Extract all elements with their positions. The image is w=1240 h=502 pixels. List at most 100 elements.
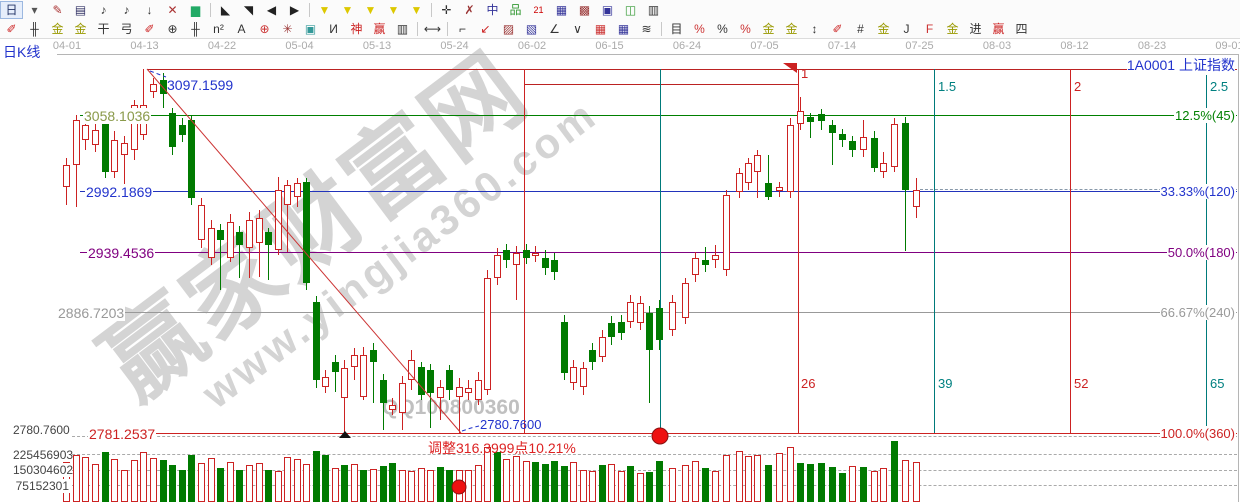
volume-tick-1: 225456903 — [12, 448, 74, 462]
grid-blue2-tool-icon[interactable]: ▦ — [617, 21, 630, 36]
yellow-marker-3-icon[interactable]: ▼ — [364, 2, 377, 17]
target-tool-icon[interactable]: ⊕ — [259, 21, 270, 36]
day21-tool-icon[interactable]: 21 — [533, 4, 544, 15]
next-icon-icon[interactable]: ▶ — [289, 2, 300, 17]
gold-circle-tool-icon[interactable]: 金 — [762, 21, 775, 36]
wave3-tool-icon[interactable]: ♪ — [100, 2, 107, 17]
gold-section-tool-icon[interactable]: 金 — [74, 21, 87, 36]
period-dropdown-arrow-icon[interactable]: ▾ — [31, 2, 38, 17]
candle-body — [227, 222, 234, 258]
date-axis-label: 04-22 — [207, 40, 237, 52]
spiral-tool-icon[interactable]: 弓 — [120, 21, 133, 36]
flag-back-icon-icon[interactable]: ◣ — [220, 2, 231, 17]
grid-red2-tool-icon[interactable]: ▦ — [594, 21, 607, 36]
ruler123-tool-icon[interactable]: ▥ — [396, 21, 409, 36]
yellow-marker-5-icon[interactable]: ▼ — [410, 2, 423, 17]
matrix-tool-icon[interactable]: ▣ — [304, 21, 317, 36]
yellow-marker-1-icon[interactable]: ▼ — [318, 2, 331, 17]
box-tool-icon[interactable]: ⌐ — [458, 21, 466, 36]
v-line-tool-icon[interactable]: ∨ — [573, 21, 582, 36]
period-selector-icon[interactable]: 日 — [0, 0, 23, 19]
list-icon-icon[interactable]: 目 — [670, 21, 683, 36]
brush2-tool-icon[interactable]: ✐ — [832, 21, 843, 36]
gann-ruler-tool-icon[interactable]: ╫ — [30, 21, 39, 36]
toolbar-separator — [447, 21, 448, 36]
crosshair-tool-icon[interactable]: ✛ — [441, 2, 452, 17]
date-axis-label: 09-01 — [1215, 40, 1240, 52]
delete-draw-tool-icon[interactable]: ✕ — [167, 2, 178, 17]
candle-body — [246, 220, 253, 248]
parallel-lines-tool-icon[interactable]: ≋ — [641, 21, 652, 36]
gann-circle-tool-icon[interactable]: ⊕ — [167, 21, 178, 36]
gann-hline — [147, 433, 1237, 434]
candle-body — [637, 303, 644, 323]
ruler2-tool-icon[interactable]: ╫ — [191, 21, 200, 36]
erase-tool-icon[interactable]: ✗ — [464, 2, 475, 17]
k-pattern-tool-icon[interactable]: И — [329, 21, 338, 36]
time-ratio-1: 1 — [801, 66, 809, 81]
width-measure-tool-icon[interactable]: ⟷ — [423, 21, 442, 36]
gann-hline — [920, 189, 1237, 190]
panel-layout-tool-icon[interactable]: ▤ — [74, 2, 87, 17]
volume-bar — [829, 467, 836, 502]
volume-bar — [891, 441, 898, 502]
n-square-tool-icon[interactable]: n² — [213, 21, 224, 36]
yellow-marker-2-icon[interactable]: ▼ — [341, 2, 354, 17]
flag-forward-icon-icon[interactable]: ◥ — [243, 2, 254, 17]
wave9-tool-icon[interactable]: ♪ — [123, 2, 130, 17]
candle-body — [484, 278, 491, 390]
grid-red-tool-icon[interactable]: ▩ — [578, 2, 591, 17]
print-icon-icon[interactable]: ▥ — [647, 2, 660, 17]
candle-body — [313, 302, 320, 380]
grid-blue-tool-icon[interactable]: ▦ — [555, 2, 568, 17]
candle-body — [765, 183, 772, 197]
gold-line-tool-icon[interactable]: 金 — [785, 21, 798, 36]
angle-line-tool-icon[interactable]: ∠ — [549, 21, 560, 36]
volume-bar — [627, 466, 634, 502]
candle-body — [150, 84, 157, 92]
toolbar-separator — [431, 2, 432, 17]
jin-angle-tool-icon[interactable]: 进 — [969, 21, 982, 36]
arrow-down-tool-icon[interactable]: ↓ — [146, 2, 153, 17]
percent-tool-icon[interactable]: % — [694, 21, 705, 36]
volume-bar — [322, 455, 329, 502]
candle-body — [646, 313, 653, 350]
gann-box-tool-icon[interactable]: ▨ — [502, 21, 515, 36]
prev-icon-icon[interactable]: ◀ — [266, 2, 277, 17]
ying-angle-tool-icon[interactable]: 赢 — [992, 21, 1005, 36]
gann-wheel-tool-icon[interactable]: ✳ — [282, 21, 293, 36]
percent2-tool-icon[interactable]: % — [717, 21, 728, 36]
f-angle-tool-icon[interactable]: F — [925, 21, 934, 36]
gann-grid-tool-icon[interactable]: ▧ — [525, 21, 538, 36]
gann-hline — [57, 470, 1237, 471]
si-angle-tool-icon[interactable]: 四 — [1015, 21, 1028, 36]
volume-bar — [745, 456, 752, 502]
save-icon-icon[interactable]: ▣ — [601, 2, 614, 17]
retrace-12-5-label: 12.5%(45) — [1174, 108, 1236, 123]
gold-number-tool-icon[interactable]: 金 — [51, 21, 64, 36]
fan-lines-tool-icon[interactable]: ↙ — [480, 21, 491, 36]
hash-grid-tool-icon[interactable]: # — [857, 21, 864, 36]
ying-tool-icon[interactable]: 赢 — [373, 21, 386, 36]
yellow-marker-4-icon[interactable]: ▼ — [387, 2, 400, 17]
volume-bar — [456, 470, 463, 502]
blocks-tool-icon[interactable]: 品 — [509, 2, 522, 17]
window-tool-icon[interactable]: ◫ — [624, 2, 637, 17]
candle-body — [692, 258, 699, 275]
gan-tool-icon[interactable]: 干 — [97, 21, 110, 36]
percent3-tool-icon[interactable]: % — [740, 21, 751, 36]
color-bar-tool-icon[interactable]: ▆ — [190, 2, 201, 17]
zigzag-tool-icon[interactable]: ✎ — [52, 2, 63, 17]
pen-tool-icon[interactable]: ✐ — [144, 21, 155, 36]
gold-angle-tool-icon[interactable]: 金 — [877, 21, 890, 36]
shen-tool-icon[interactable]: 神 — [350, 21, 363, 36]
center-tool-icon[interactable]: 中 — [486, 2, 499, 17]
volume-bar — [637, 473, 644, 502]
j-angle-tool-icon[interactable]: J — [903, 21, 910, 36]
updown-tool-icon[interactable]: ↕ — [811, 21, 818, 36]
angle-a-tool-icon[interactable]: A — [237, 21, 246, 36]
candle-body — [188, 120, 195, 198]
gold-angle2-tool-icon[interactable]: 金 — [946, 21, 959, 36]
brush-tool-icon[interactable]: ✐ — [6, 21, 17, 36]
